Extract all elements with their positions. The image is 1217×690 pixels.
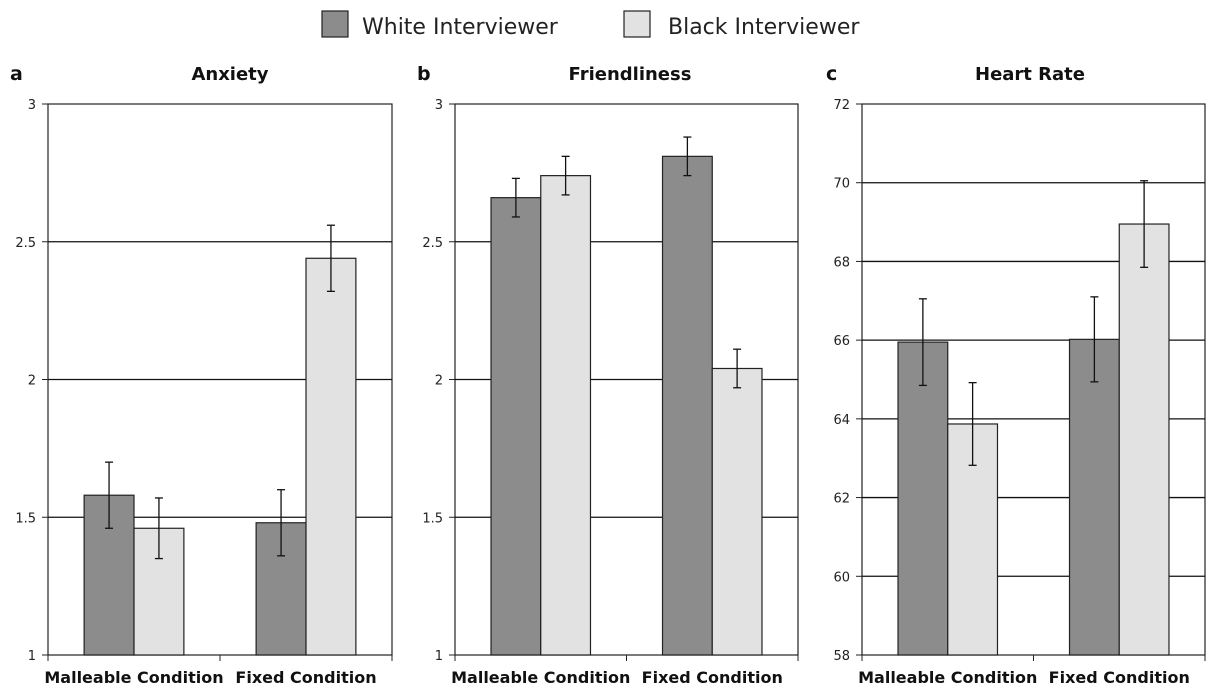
- panel-title: Heart Rate: [975, 64, 1085, 85]
- bar-fixed-white: [661, 155, 713, 656]
- bar-malleable-black: [540, 175, 592, 656]
- legend-label-white: White Interviewer: [362, 15, 559, 40]
- panel-letter: b: [417, 63, 431, 85]
- legend-swatch-black: [623, 10, 651, 38]
- y-tick-label: 58: [833, 649, 850, 664]
- category-label: Malleable Condition: [44, 668, 223, 687]
- category-label: Malleable Condition: [858, 668, 1037, 687]
- y-tick-label: 72: [833, 98, 850, 113]
- panel-letter: c: [826, 63, 837, 85]
- panel-heart-rate: c Heart Rate 58 60 62 64 66 68 70 72 Malleable Con…: [826, 63, 1206, 687]
- error-bar-fixed-black: [326, 224, 335, 292]
- error-bar-fixed-white: [1090, 296, 1099, 383]
- bar-malleable-white: [897, 341, 949, 656]
- category-label: Malleable Condition: [451, 668, 630, 687]
- error-bar-fixed-white: [683, 136, 692, 177]
- category-label: Fixed Condition: [235, 668, 376, 687]
- panel-title: Anxiety: [191, 64, 268, 85]
- y-tick-label: 1: [28, 649, 36, 664]
- y-tick-label: 2.5: [15, 236, 36, 251]
- y-tick-label: 60: [833, 570, 850, 585]
- panel-anxiety: a Anxiety 1 1.5 2 2.5 3 Malleable Condition Fixe…: [10, 63, 393, 687]
- y-tick-label: 1: [435, 649, 443, 664]
- panel-friendliness: b Friendliness 1 1.5 2 2.5 3 Malleable Conditio…: [417, 63, 799, 687]
- y-tick-label: 64: [833, 413, 850, 428]
- panel-letter: a: [10, 63, 23, 85]
- error-bar-malleable-white: [918, 298, 927, 387]
- panel-title: Friendliness: [569, 64, 692, 85]
- y-tick-label: 2: [435, 374, 443, 389]
- error-bar-fixed-black: [733, 348, 742, 389]
- category-label: Fixed Condition: [1049, 668, 1190, 687]
- bar-fixed-black: [711, 367, 763, 656]
- bar-malleable-white: [490, 197, 542, 656]
- error-bar-malleable-black: [968, 381, 977, 466]
- y-tick-label: 66: [833, 334, 850, 349]
- error-bar-fixed-white: [277, 489, 286, 557]
- y-tick-label: 2: [28, 374, 36, 389]
- y-tick-label: 1.5: [15, 511, 36, 526]
- bar-fixed-black: [305, 257, 357, 656]
- error-bar-malleable-black: [561, 155, 570, 196]
- y-tick-label: 2.5: [422, 236, 443, 251]
- error-bar-malleable-black: [154, 497, 163, 560]
- y-tick-label: 3: [28, 98, 36, 113]
- bar-fixed-white: [1068, 338, 1120, 656]
- legend-swatch-white: [321, 10, 349, 38]
- y-tick-label: 68: [833, 255, 850, 270]
- category-label: Fixed Condition: [642, 668, 783, 687]
- y-tick-label: 62: [833, 492, 850, 507]
- y-tick-label: 1.5: [422, 511, 443, 526]
- y-tick-label: 3: [435, 98, 443, 113]
- y-tick-label: 70: [833, 177, 850, 192]
- legend-label-black: Black Interviewer: [668, 15, 860, 40]
- legend: White Interviewer Black Interviewer: [321, 10, 860, 40]
- bar-fixed-black: [1118, 223, 1170, 656]
- error-bar-fixed-black: [1140, 180, 1149, 268]
- error-bar-malleable-white: [511, 177, 520, 218]
- error-bar-malleable-white: [105, 461, 114, 529]
